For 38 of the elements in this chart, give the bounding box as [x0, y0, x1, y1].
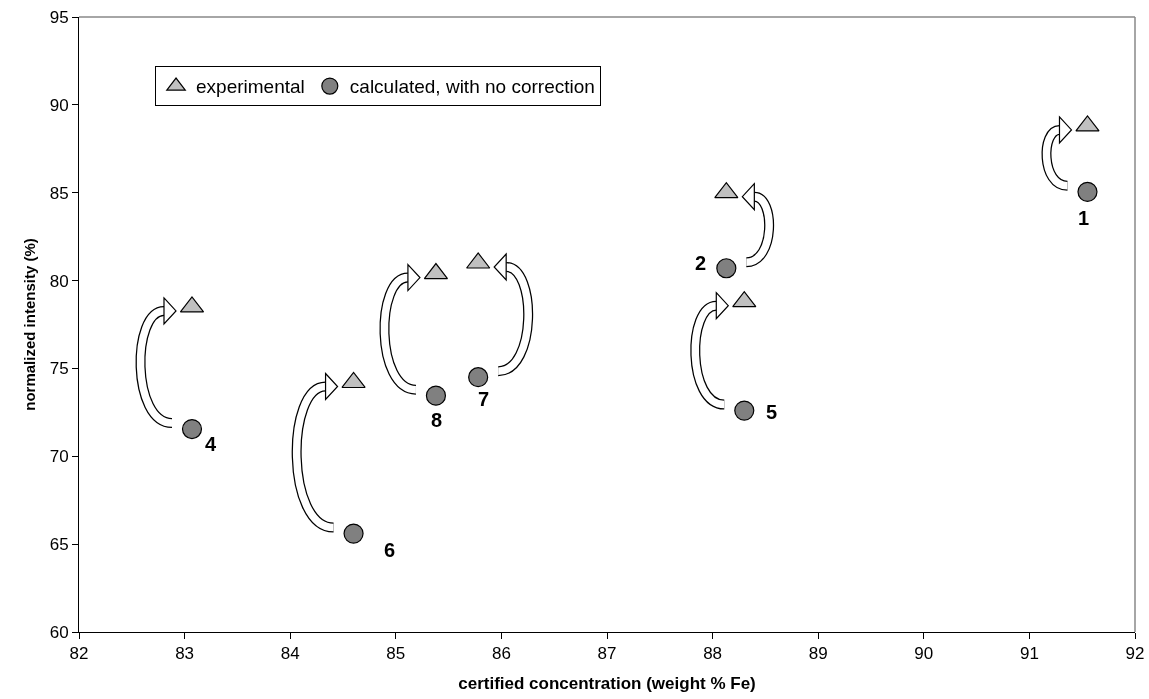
- point: [425, 385, 447, 406]
- y-tick-label: 95: [49, 7, 69, 27]
- y-tick-label: 75: [49, 359, 69, 379]
- y-tick-label: 90: [49, 95, 69, 115]
- point: [468, 367, 489, 388]
- y-tick-label: 85: [49, 183, 69, 203]
- x-tick-label: 89: [808, 644, 828, 664]
- point: [343, 523, 364, 544]
- y-tick-label: 70: [49, 447, 69, 467]
- legend-label: calculated, with no correction: [349, 76, 595, 98]
- x-tick-label: 88: [703, 644, 723, 664]
- x-tick-label: 86: [491, 644, 511, 664]
- x-tick-label: 90: [914, 644, 934, 664]
- y-tick-label: 60: [49, 622, 69, 642]
- point: [716, 258, 737, 279]
- annotation: 5: [766, 401, 778, 423]
- point: [181, 418, 203, 440]
- y-axis-title: normalized intensity (%): [20, 238, 38, 411]
- annotation: 7: [478, 388, 490, 410]
- annotation: 2: [695, 252, 707, 274]
- x-tick-label: 83: [175, 644, 195, 664]
- point: [1077, 181, 1098, 202]
- legend-label: experimental: [196, 76, 305, 98]
- x-tick-label: 82: [69, 644, 89, 664]
- point: [734, 400, 755, 421]
- x-tick-label: 92: [1125, 644, 1145, 664]
- y-tick-label: 65: [49, 535, 69, 555]
- annotation: 8: [431, 409, 443, 431]
- x-tick-label: 91: [1019, 644, 1039, 664]
- x-tick-label: 85: [386, 644, 406, 664]
- x-tick-label: 84: [280, 644, 300, 664]
- point: [341, 371, 366, 389]
- annotation: 6: [384, 539, 396, 561]
- annotation: 4: [205, 433, 217, 455]
- x-tick-label: 87: [597, 644, 617, 664]
- annotation: 1: [1078, 207, 1090, 229]
- x-axis-title: certified concentration (weight % Fe): [458, 673, 756, 693]
- y-tick-label: 80: [49, 271, 69, 291]
